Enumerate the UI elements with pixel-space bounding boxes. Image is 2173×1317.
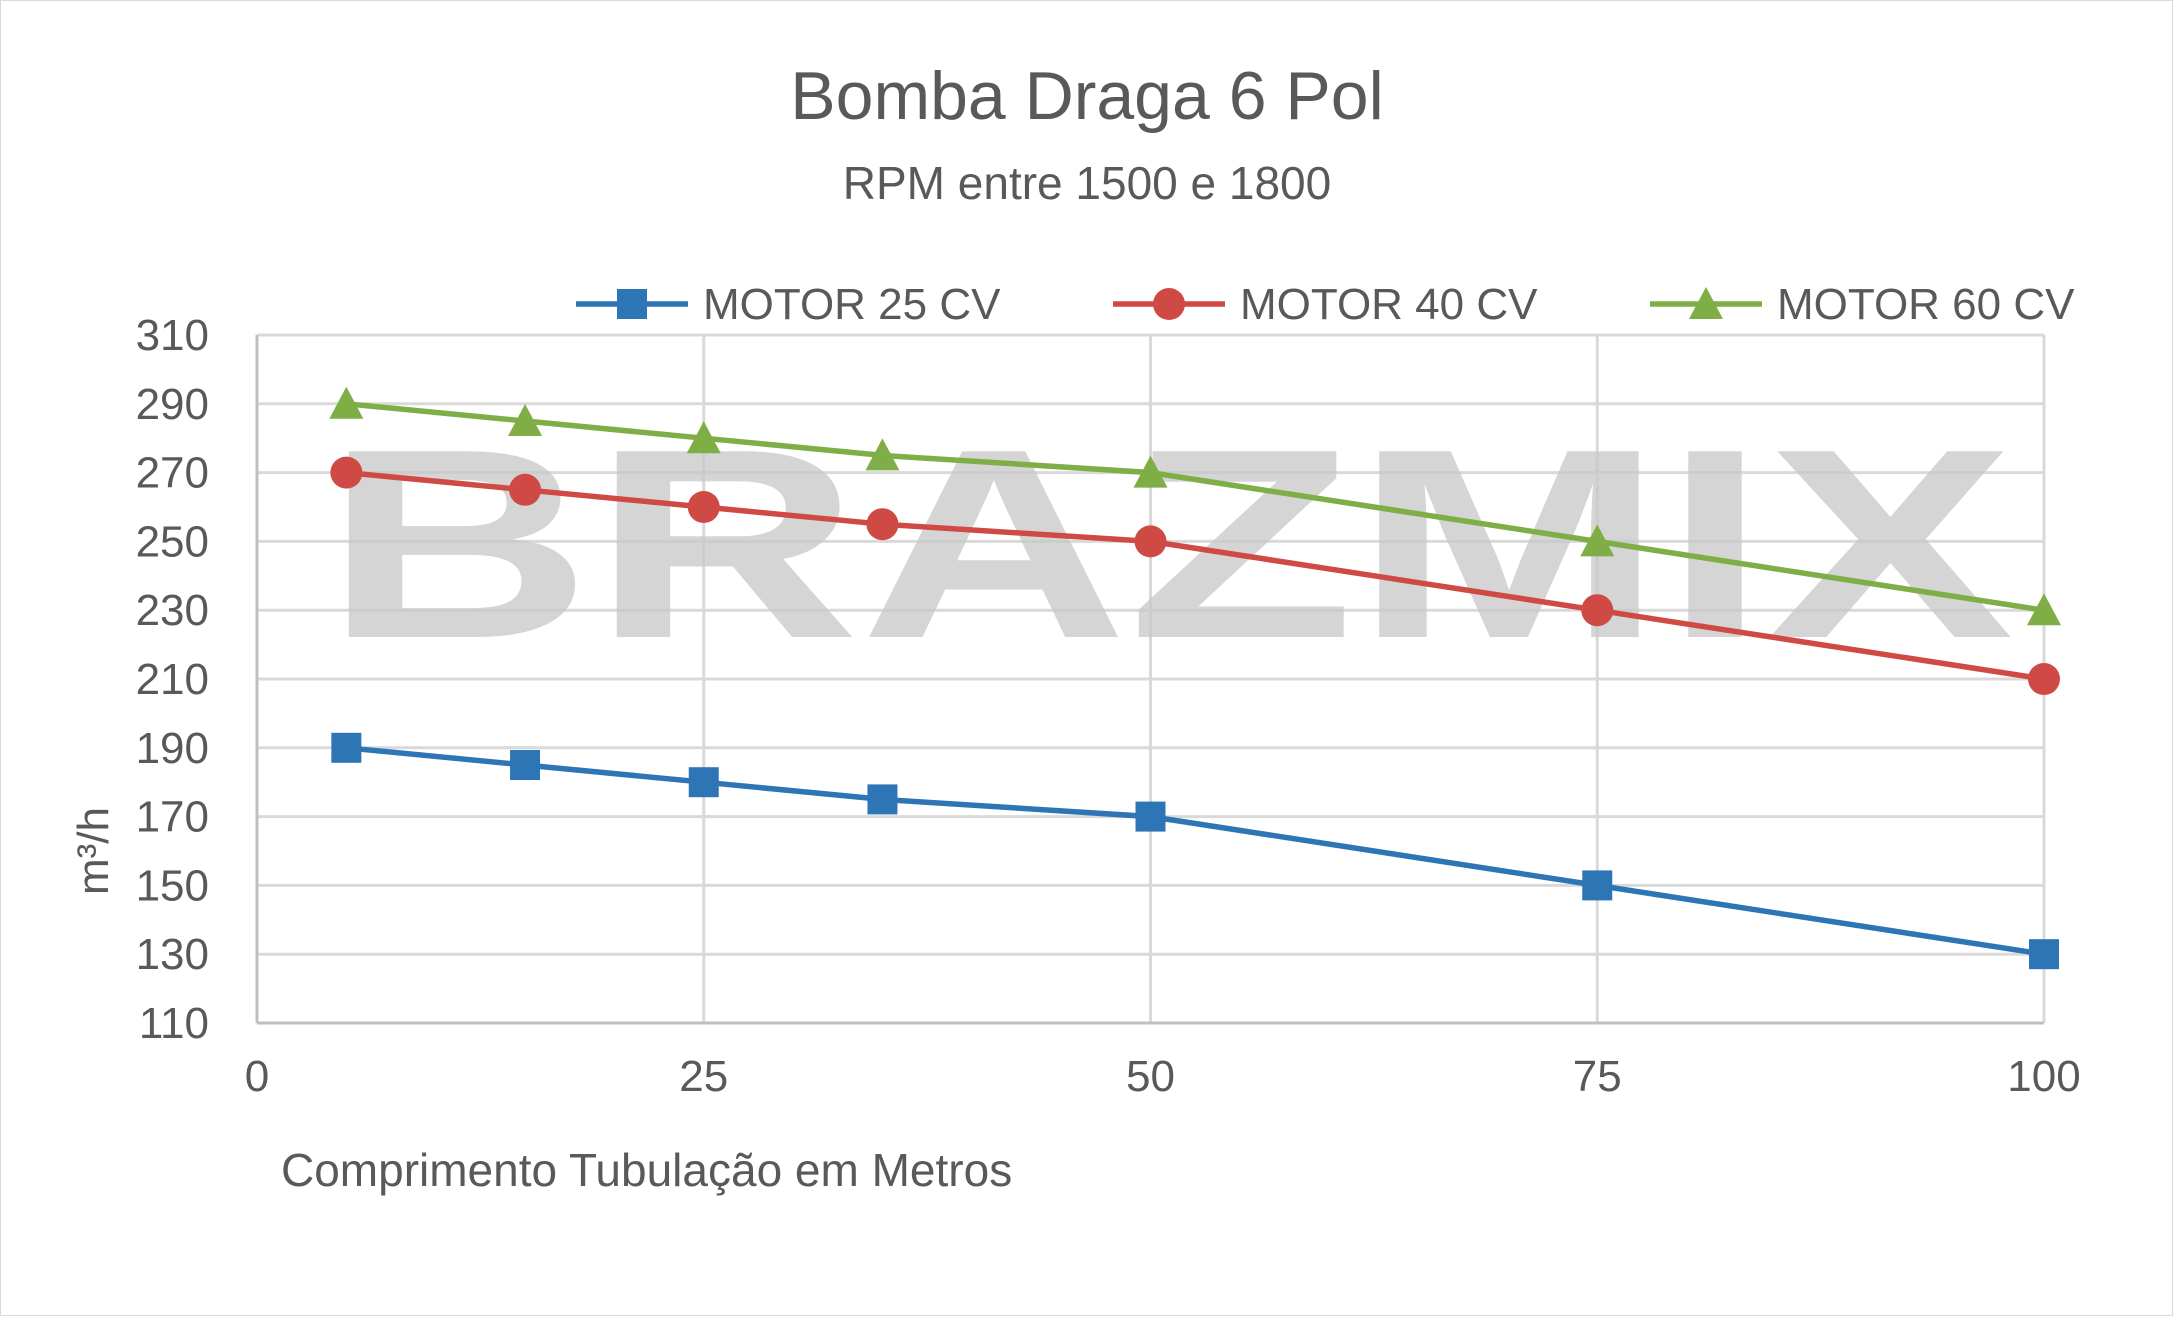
y-tick-label: 150 bbox=[136, 861, 209, 910]
series-line bbox=[346, 745, 2045, 957]
x-tick-label: 0 bbox=[245, 1052, 269, 1101]
x-tick-label: 75 bbox=[1573, 1052, 1622, 1101]
series-motor-25-cv bbox=[331, 732, 2059, 970]
data-point bbox=[329, 386, 364, 419]
y-tick-label: 170 bbox=[136, 793, 209, 842]
data-point bbox=[508, 404, 543, 436]
data-point bbox=[2028, 663, 2060, 695]
y-tick-label: 270 bbox=[136, 449, 209, 498]
data-point bbox=[1134, 525, 1167, 558]
legend-marker bbox=[617, 289, 647, 319]
data-point bbox=[1580, 524, 1615, 557]
x-tick-label: 50 bbox=[1126, 1052, 1175, 1101]
y-tick-label: 230 bbox=[136, 586, 209, 635]
data-point bbox=[509, 473, 542, 506]
legend: MOTOR 25 CV MOTOR 40 CV MOTOR 60 CV bbox=[576, 280, 2075, 329]
y-tick-label: 310 bbox=[136, 311, 209, 360]
data-point bbox=[2029, 939, 2059, 970]
legend-item: MOTOR 25 CV bbox=[576, 280, 1001, 329]
y-tick-label: 110 bbox=[139, 999, 209, 1048]
legend-label: MOTOR 40 CV bbox=[1240, 280, 1538, 329]
data-point bbox=[1582, 870, 1613, 901]
chart-subtitle: RPM entre 1500 e 1800 bbox=[843, 157, 1331, 209]
data-point bbox=[866, 508, 899, 541]
data-point bbox=[2027, 593, 2061, 626]
data-point bbox=[1135, 801, 1166, 832]
data-point bbox=[331, 732, 362, 763]
x-tick-label: 25 bbox=[679, 1052, 728, 1101]
data-point bbox=[687, 491, 720, 523]
legend-marker bbox=[1153, 288, 1185, 320]
chart-title: Bomba Draga 6 Pol bbox=[790, 58, 1383, 134]
data-point bbox=[510, 750, 541, 780]
series-motor-60-cv bbox=[329, 386, 2061, 626]
legend-label: MOTOR 25 CV bbox=[703, 280, 1001, 329]
data-point bbox=[330, 456, 363, 489]
axes: 110 130 150 170 190 210 230 250 270 290 310 0 25 50 75… bbox=[136, 311, 2081, 1101]
legend-item: MOTOR 60 CV bbox=[1650, 280, 2075, 329]
data-point bbox=[1133, 455, 1168, 488]
legend-label: MOTOR 60 CV bbox=[1777, 280, 2075, 329]
data-point bbox=[688, 767, 719, 798]
legend-item: MOTOR 40 CV bbox=[1113, 280, 1538, 329]
y-axis-label: m³/h bbox=[69, 807, 118, 895]
legend-marker bbox=[1689, 287, 1723, 319]
data-point bbox=[865, 438, 900, 471]
y-tick-label: 290 bbox=[136, 380, 209, 429]
data-point bbox=[686, 421, 721, 454]
data-point bbox=[1581, 594, 1614, 627]
y-tick-label: 210 bbox=[136, 655, 209, 704]
x-axis-label: Comprimento Tubulação em Metros bbox=[281, 1144, 1012, 1196]
data-point bbox=[867, 784, 898, 815]
y-tick-label: 130 bbox=[136, 930, 209, 979]
series bbox=[329, 386, 2061, 970]
y-tick-label: 250 bbox=[136, 517, 209, 566]
x-tick-label: 100 bbox=[2007, 1052, 2080, 1101]
series-motor-40-cv bbox=[330, 456, 2060, 695]
y-tick-label: 190 bbox=[136, 724, 209, 773]
